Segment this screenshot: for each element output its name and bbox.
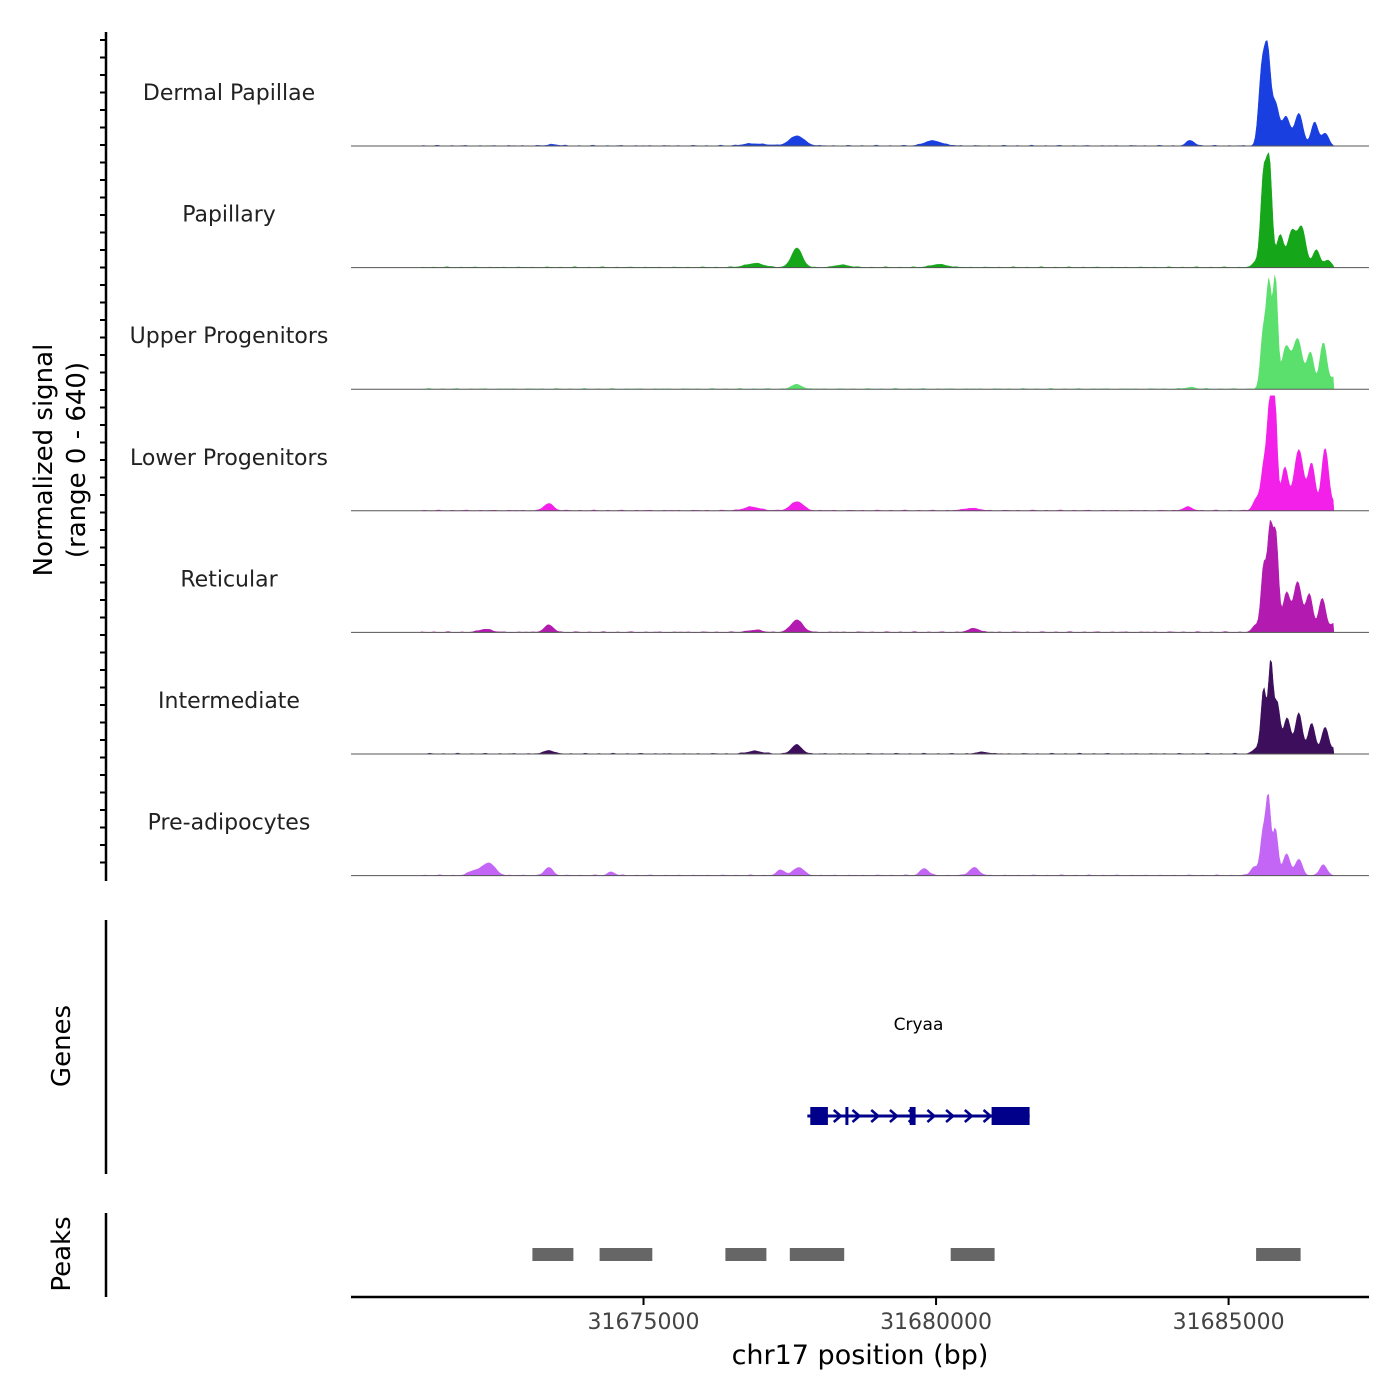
- x-axis-ticks: 31675000 31680000 31685000: [588, 1297, 1285, 1335]
- gene-name-label: Cryaa: [894, 1015, 944, 1035]
- track-label: Dermal Papillae: [143, 81, 315, 106]
- gene-exon: [991, 1107, 1030, 1125]
- track-label: Lower Progenitors: [130, 446, 328, 471]
- x-tick-label: 31685000: [1173, 1310, 1285, 1335]
- coverage-area: [420, 40, 1335, 147]
- y-axis-title-line2: (range 0 - 640): [62, 362, 92, 558]
- gene-exon: [810, 1107, 828, 1125]
- strand-arrow: [870, 1109, 881, 1123]
- genes-track-label: Genes: [47, 1005, 77, 1087]
- track-upper-progenitors: Upper Progenitors: [130, 275, 1369, 390]
- peak-region-bar: [950, 1248, 995, 1261]
- track-label: Reticular: [180, 567, 278, 592]
- coverage-tracks: Dermal Papillae Papillary Upper Progenitor…: [130, 40, 1369, 877]
- coverage-area: [420, 151, 1335, 268]
- coverage-area: [420, 395, 1335, 512]
- gene-model-cryaa: [807, 1107, 1030, 1125]
- coverage-y-ticks: [100, 39, 106, 864]
- track-papillary: Papillary: [182, 151, 1369, 269]
- track-reticular: Reticular: [180, 519, 1369, 633]
- track-intermediate: Intermediate: [158, 659, 1369, 755]
- track-dermal-papillae: Dermal Papillae: [143, 40, 1369, 147]
- peak-regions: [532, 1248, 1301, 1261]
- strand-arrow: [926, 1109, 937, 1123]
- gene-exon: [845, 1107, 849, 1125]
- peak-region-bar: [599, 1248, 653, 1261]
- peaks-track-label: Peaks: [47, 1216, 77, 1291]
- strand-arrow: [945, 1109, 956, 1123]
- track-label: Intermediate: [158, 689, 300, 714]
- peak-region-bar: [1256, 1248, 1301, 1261]
- strand-arrow: [851, 1109, 862, 1123]
- strand-arrow: [964, 1109, 974, 1123]
- peak-region-bar: [725, 1248, 767, 1261]
- strand-arrow: [832, 1109, 843, 1123]
- coverage-area: [420, 519, 1335, 633]
- strand-arrow: [889, 1109, 899, 1123]
- track-pre-adipocytes: Pre-adipocytes: [148, 793, 1369, 877]
- track-label: Papillary: [182, 203, 276, 228]
- track-lower-progenitors: Lower Progenitors: [130, 395, 1369, 512]
- coverage-area: [421, 275, 1335, 390]
- x-axis-title: chr17 position (bp): [732, 1340, 989, 1371]
- x-tick-label: 31680000: [880, 1310, 992, 1335]
- strand-arrow: [982, 1109, 993, 1123]
- y-axis-title-line1: Normalized signal: [29, 344, 59, 577]
- x-tick-label: 31675000: [588, 1310, 700, 1335]
- gene-exon: [909, 1107, 916, 1125]
- track-label: Pre-adipocytes: [148, 811, 311, 836]
- peak-region-bar: [789, 1248, 845, 1261]
- coverage-area: [421, 793, 1334, 876]
- track-label: Upper Progenitors: [130, 324, 329, 349]
- peak-region-bar: [532, 1248, 574, 1261]
- coverage-area: [421, 659, 1335, 755]
